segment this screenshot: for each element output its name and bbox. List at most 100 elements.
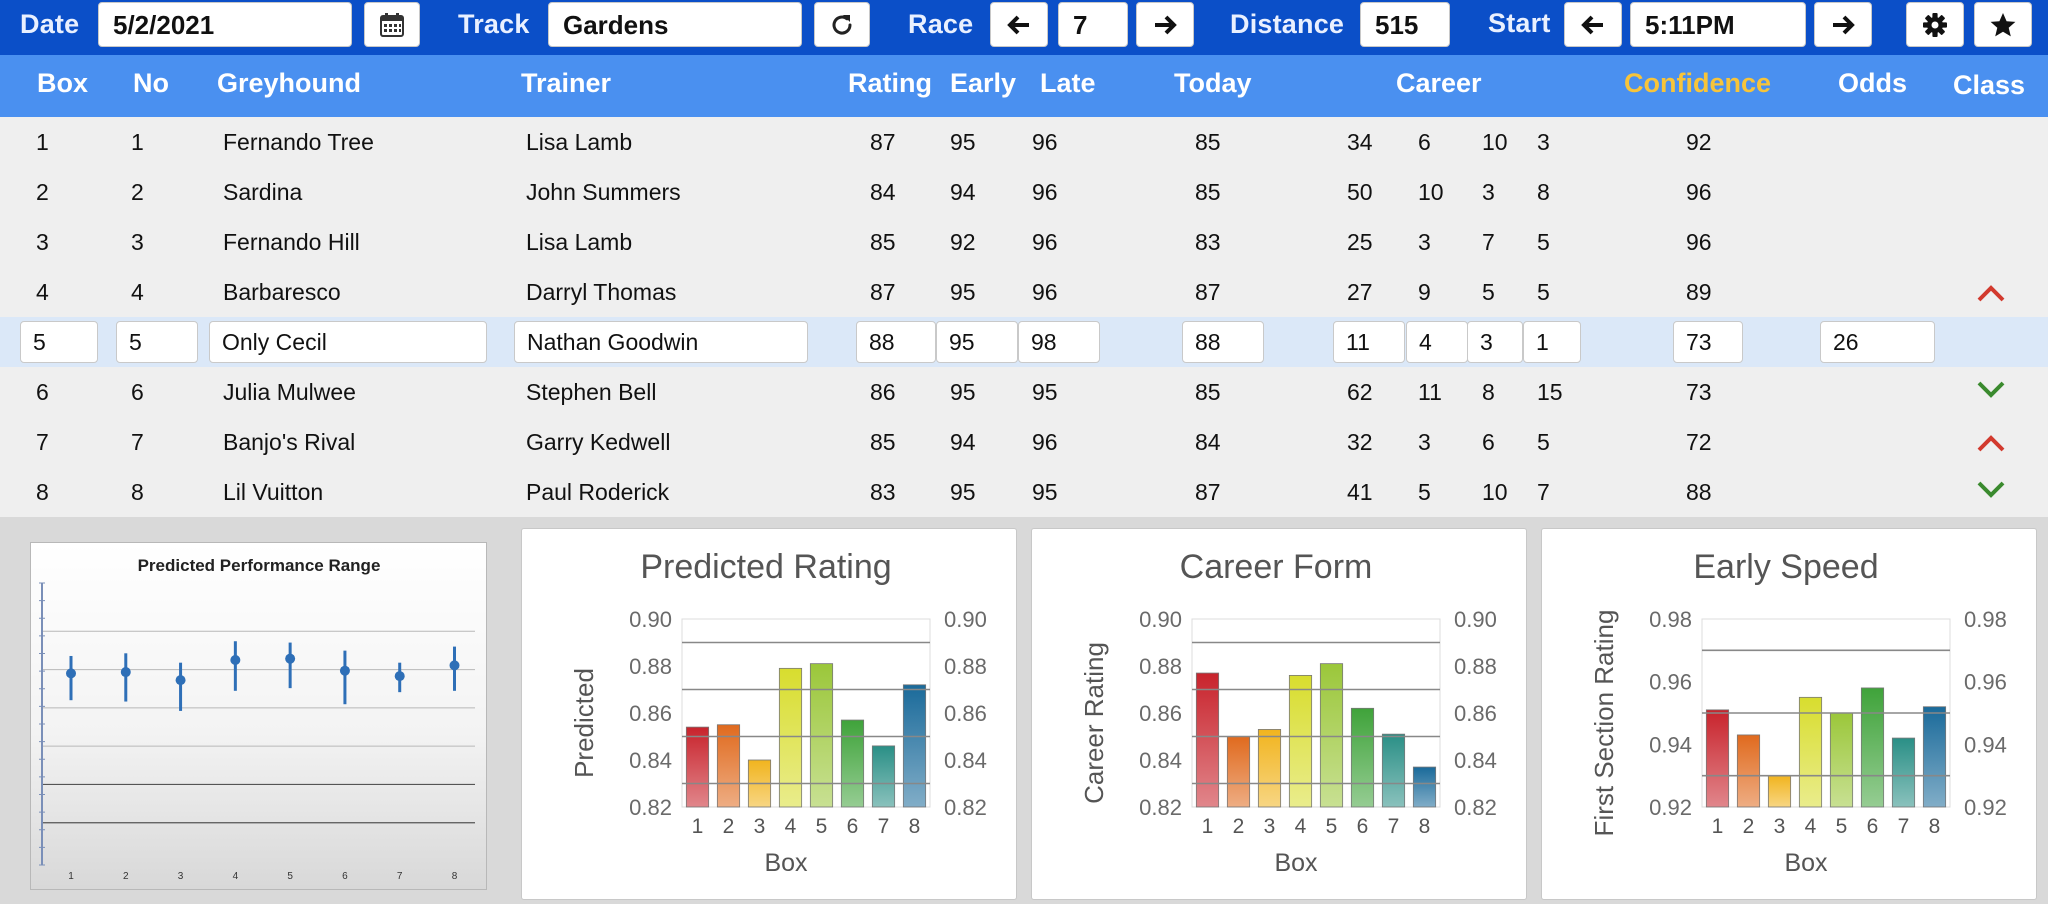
column-header-trainer[interactable]: Trainer — [521, 68, 612, 98]
cell-early: 95 — [950, 479, 976, 505]
cell-confidence: 72 — [1686, 429, 1712, 455]
table-row[interactable]: 4 4 Barbaresco Darryl Thomas 87 95 96 87 27 9 5 5 89 — [0, 267, 2048, 317]
cell-career-2: 9 — [1418, 279, 1431, 305]
x-tick-label: 6 — [1357, 815, 1369, 838]
table-row[interactable]: 3 3 Fernando Hill Lisa Lamb 85 92 96 83 25 3 7 5 96 — [0, 217, 2048, 267]
column-header-no[interactable]: No — [133, 68, 169, 98]
cell-career-3[interactable]: 3 — [1467, 321, 1523, 363]
x-tick-label: 7 — [1388, 815, 1400, 838]
bar — [1860, 687, 1885, 808]
y-tick-label-right: 0.96 — [1964, 670, 2007, 695]
column-header-odds[interactable]: Odds — [1838, 68, 1908, 98]
table-row[interactable]: 2 2 Sardina John Summers 84 94 96 85 50 10 3 8 96 — [0, 167, 2048, 217]
class-up-chevron-icon — [1977, 435, 2005, 452]
y-tick-label-left: 0.82 — [1139, 795, 1182, 820]
cell-career-1: 27 — [1347, 279, 1373, 305]
y-tick-label-left: 0.94 — [1649, 732, 1692, 757]
cell-trainer: Darryl Thomas — [526, 279, 677, 305]
y-tick-label-left: 0.90 — [629, 607, 672, 632]
cell-rating: 85 — [870, 229, 896, 255]
column-header-greyhound[interactable]: Greyhound — [217, 68, 362, 98]
start-next-button[interactable] — [1814, 2, 1872, 47]
y-tick-label-left: 0.90 — [1139, 607, 1182, 632]
cell-box[interactable]: 5 — [20, 321, 98, 363]
star-icon — [1990, 12, 2016, 36]
cell-no: 2 — [131, 179, 144, 205]
cell-today[interactable]: 88 — [1182, 321, 1264, 363]
bar — [1195, 672, 1220, 808]
bar — [1350, 707, 1375, 808]
race-next-button[interactable] — [1136, 2, 1194, 47]
start-time-field[interactable]: 5:11PM — [1630, 2, 1806, 47]
cell-today: 85 — [1195, 179, 1221, 205]
column-header-early[interactable]: Early — [950, 68, 1017, 98]
settings-button[interactable] — [1906, 2, 1964, 47]
x-tick-label: 3 — [1774, 815, 1786, 838]
table-row[interactable]: 8 8 Lil Vuitton Paul Roderick 83 95 95 87 41 5 10 7… — [0, 467, 2048, 517]
bar — [1319, 663, 1344, 808]
table-row[interactable]: 6 6 Julia Mulwee Stephen Bell 86 95 95 85 62 11 8 1… — [0, 367, 2048, 417]
x-tick-label: 8 — [1929, 815, 1941, 838]
data-point — [285, 653, 296, 664]
calendar-button[interactable] — [364, 2, 420, 47]
top-toolbar: Date 5/2/2021 Track Gardens Race 7 Dista… — [0, 0, 2048, 55]
x-tick-label: 1 — [1712, 815, 1724, 838]
cell-late: 95 — [1032, 379, 1058, 405]
cell-greyhound: Banjo's Rival — [223, 429, 356, 455]
cell-odds[interactable]: 26 — [1820, 321, 1935, 363]
cell-no: 3 — [131, 229, 144, 255]
table-row[interactable]: 5 5 Only Cecil Nathan Goodwin 88 95 98 88 11 4 3 1 7… — [0, 317, 2048, 367]
cell-no[interactable]: 5 — [116, 321, 198, 363]
table-row[interactable]: 7 7 Banjo's Rival Garry Kedwell 85 94 96 84 32 3 6… — [0, 417, 2048, 467]
cell-career-2: 11 — [1418, 379, 1442, 405]
arrow-left-icon — [1581, 15, 1603, 34]
cell-box: 6 — [36, 379, 49, 405]
y-tick-label-left: 0.86 — [1139, 701, 1182, 726]
refresh-button[interactable] — [814, 2, 870, 47]
calendar-icon — [380, 12, 404, 37]
column-header-rating[interactable]: Rating — [848, 68, 932, 98]
table-row[interactable]: 1 1 Fernando Tree Lisa Lamb 87 95 96 85 34 6 10 3 92 — [0, 117, 2048, 167]
arrow-right-icon — [1155, 15, 1177, 34]
cell-career-4: 5 — [1537, 229, 1550, 255]
bar — [1257, 729, 1282, 808]
cell-confidence[interactable]: 73 — [1673, 321, 1743, 363]
cell-rating: 86 — [870, 379, 896, 405]
cell-rating: 87 — [870, 279, 896, 305]
column-header-confidence[interactable]: Confidence — [1624, 68, 1772, 98]
race-prev-button[interactable] — [990, 2, 1048, 47]
x-tick-label: 6 — [342, 871, 348, 882]
refresh-icon — [832, 14, 852, 34]
bar — [1891, 737, 1916, 808]
cell-rating: 87 — [870, 129, 896, 155]
y-tick-label-right: 0.84 — [1454, 748, 1497, 773]
cell-career-1[interactable]: 11 — [1333, 321, 1405, 363]
cell-career-4: 8 — [1537, 179, 1550, 205]
cell-greyhound[interactable]: Only Cecil — [209, 321, 487, 363]
cell-early[interactable]: 95 — [936, 321, 1018, 363]
distance-label: Distance — [1230, 9, 1345, 39]
arrow-left-icon — [1007, 15, 1029, 34]
date-field[interactable]: 5/2/2021 — [98, 2, 352, 47]
track-field[interactable]: Gardens — [548, 2, 802, 47]
cell-career-2[interactable]: 4 — [1406, 321, 1468, 363]
column-header-class[interactable]: Class — [1953, 70, 2026, 100]
favorite-button[interactable] — [1974, 2, 2032, 47]
column-header-box[interactable]: Box — [37, 68, 89, 98]
chart-title: Career Form — [1180, 548, 1373, 586]
column-header-career[interactable]: Career — [1396, 68, 1482, 98]
start-prev-button[interactable] — [1564, 2, 1622, 47]
cell-career-4[interactable]: 1 — [1523, 321, 1581, 363]
race-number-field[interactable]: 7 — [1058, 2, 1128, 47]
cell-trainer: Stephen Bell — [526, 379, 657, 405]
column-header-late[interactable]: Late — [1040, 68, 1096, 98]
cell-trainer[interactable]: Nathan Goodwin — [514, 321, 808, 363]
cell-confidence: 88 — [1686, 479, 1712, 505]
chart-title: Predicted Performance Range — [138, 556, 381, 575]
bar — [1922, 706, 1947, 808]
distance-field[interactable]: 515 — [1360, 2, 1450, 47]
cell-rating[interactable]: 88 — [856, 321, 936, 363]
cell-late[interactable]: 98 — [1018, 321, 1100, 363]
column-header-today[interactable]: Today — [1174, 68, 1252, 98]
cell-trainer: John Summers — [526, 179, 681, 205]
